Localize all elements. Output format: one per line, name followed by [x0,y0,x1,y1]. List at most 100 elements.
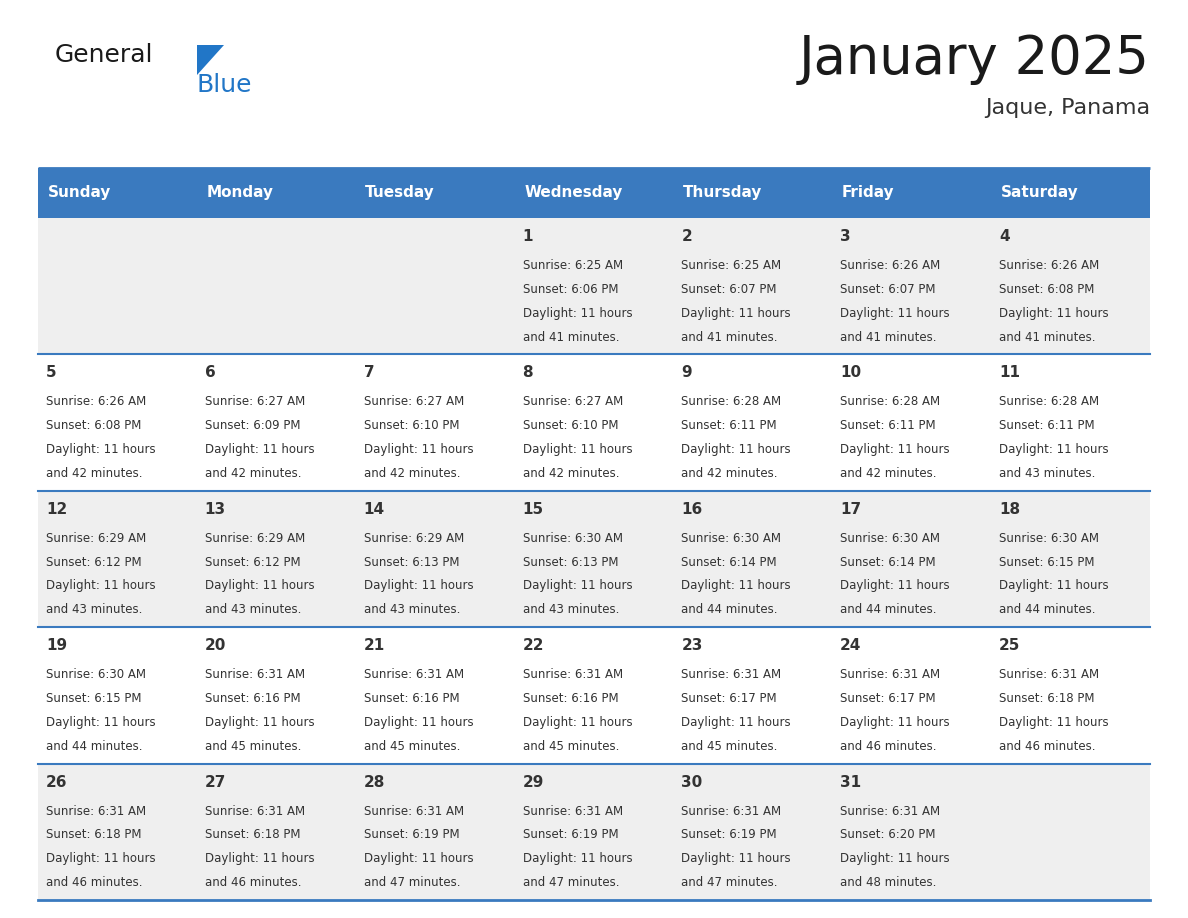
Text: Sunrise: 6:28 AM: Sunrise: 6:28 AM [682,396,782,409]
Text: Sunrise: 6:29 AM: Sunrise: 6:29 AM [46,532,146,544]
Text: 6: 6 [204,365,215,380]
Text: Sunrise: 6:29 AM: Sunrise: 6:29 AM [364,532,463,544]
Text: Sunset: 6:11 PM: Sunset: 6:11 PM [682,420,777,432]
Text: and 43 minutes.: and 43 minutes. [46,603,143,616]
Text: 25: 25 [999,638,1020,653]
Bar [355,354,514,491]
Text: Sunrise: 6:26 AM: Sunrise: 6:26 AM [46,396,146,409]
Text: Daylight: 11 hours: Daylight: 11 hours [999,716,1108,729]
Text: Jaque, Panama: Jaque, Panama [985,98,1150,118]
Text: Sunrise: 6:31 AM: Sunrise: 6:31 AM [840,668,941,681]
Bar [38,218,197,354]
Text: and 48 minutes.: and 48 minutes. [840,876,936,890]
Text: Daylight: 11 hours: Daylight: 11 hours [523,443,632,456]
Text: Sunset: 6:19 PM: Sunset: 6:19 PM [523,828,618,842]
Bar [197,764,355,900]
Text: January 2025: January 2025 [800,33,1150,85]
Text: Daylight: 11 hours: Daylight: 11 hours [840,716,950,729]
Bar [833,764,991,900]
Bar [674,218,833,354]
Bar [38,491,197,627]
Bar [197,168,355,218]
Text: 8: 8 [523,365,533,380]
Text: 23: 23 [682,638,703,653]
Text: Sunrise: 6:27 AM: Sunrise: 6:27 AM [364,396,463,409]
Text: Sunset: 6:08 PM: Sunset: 6:08 PM [999,283,1094,296]
Text: and 45 minutes.: and 45 minutes. [682,740,778,753]
Text: and 47 minutes.: and 47 minutes. [364,876,460,890]
Text: 20: 20 [204,638,226,653]
Text: Sunset: 6:20 PM: Sunset: 6:20 PM [840,828,936,842]
Bar [355,491,514,627]
Bar [514,218,674,354]
Text: Sunset: 6:18 PM: Sunset: 6:18 PM [46,828,141,842]
Text: Sunrise: 6:31 AM: Sunrise: 6:31 AM [523,668,623,681]
Text: Sunset: 6:12 PM: Sunset: 6:12 PM [46,555,141,568]
Text: Sunset: 6:13 PM: Sunset: 6:13 PM [364,555,459,568]
Text: Daylight: 11 hours: Daylight: 11 hours [523,852,632,866]
Bar [38,764,197,900]
Text: Daylight: 11 hours: Daylight: 11 hours [999,443,1108,456]
Text: 3: 3 [840,229,851,244]
Text: 28: 28 [364,775,385,789]
Text: and 45 minutes.: and 45 minutes. [364,740,460,753]
Bar [355,218,514,354]
Text: Sunrise: 6:30 AM: Sunrise: 6:30 AM [682,532,782,544]
Text: Sunset: 6:18 PM: Sunset: 6:18 PM [204,828,301,842]
Text: Sunset: 6:18 PM: Sunset: 6:18 PM [999,692,1094,705]
Text: Sunset: 6:07 PM: Sunset: 6:07 PM [840,283,936,296]
Text: and 47 minutes.: and 47 minutes. [682,876,778,890]
Bar [833,168,991,218]
Text: Sunset: 6:15 PM: Sunset: 6:15 PM [999,555,1094,568]
Text: Daylight: 11 hours: Daylight: 11 hours [364,579,473,592]
Text: and 46 minutes.: and 46 minutes. [840,740,936,753]
Text: Sunset: 6:16 PM: Sunset: 6:16 PM [204,692,301,705]
Text: Daylight: 11 hours: Daylight: 11 hours [682,852,791,866]
Text: Sunrise: 6:31 AM: Sunrise: 6:31 AM [523,804,623,818]
Text: and 44 minutes.: and 44 minutes. [840,603,936,616]
Bar [38,627,197,764]
Text: and 44 minutes.: and 44 minutes. [682,603,778,616]
Text: Daylight: 11 hours: Daylight: 11 hours [840,307,950,319]
Text: Sunset: 6:17 PM: Sunset: 6:17 PM [840,692,936,705]
Text: and 43 minutes.: and 43 minutes. [204,603,302,616]
Bar [514,627,674,764]
Bar [674,764,833,900]
Text: 19: 19 [46,638,67,653]
Text: and 44 minutes.: and 44 minutes. [46,740,143,753]
Text: 9: 9 [682,365,691,380]
Text: Daylight: 11 hours: Daylight: 11 hours [204,716,315,729]
Text: Sunset: 6:16 PM: Sunset: 6:16 PM [364,692,460,705]
Text: Daylight: 11 hours: Daylight: 11 hours [364,852,473,866]
Bar [514,764,674,900]
Text: and 45 minutes.: and 45 minutes. [204,740,302,753]
Text: Sunset: 6:15 PM: Sunset: 6:15 PM [46,692,141,705]
Text: Daylight: 11 hours: Daylight: 11 hours [682,307,791,319]
Bar [674,168,833,218]
Bar [355,764,514,900]
Text: Friday: Friday [842,185,895,200]
Text: Daylight: 11 hours: Daylight: 11 hours [204,443,315,456]
Bar [38,168,197,218]
Text: and 41 minutes.: and 41 minutes. [999,330,1095,343]
Bar [674,627,833,764]
Text: Sunset: 6:08 PM: Sunset: 6:08 PM [46,420,141,432]
Text: Sunrise: 6:27 AM: Sunrise: 6:27 AM [523,396,623,409]
Text: 18: 18 [999,502,1020,517]
Text: 11: 11 [999,365,1020,380]
Text: and 41 minutes.: and 41 minutes. [523,330,619,343]
Text: and 46 minutes.: and 46 minutes. [204,876,302,890]
Text: Sunrise: 6:28 AM: Sunrise: 6:28 AM [999,396,1099,409]
Text: 13: 13 [204,502,226,517]
Text: and 46 minutes.: and 46 minutes. [999,740,1095,753]
Text: and 43 minutes.: and 43 minutes. [523,603,619,616]
Text: Daylight: 11 hours: Daylight: 11 hours [523,307,632,319]
Text: 24: 24 [840,638,861,653]
Text: Sunset: 6:19 PM: Sunset: 6:19 PM [682,828,777,842]
Text: 10: 10 [840,365,861,380]
Text: Sunrise: 6:25 AM: Sunrise: 6:25 AM [523,259,623,272]
Text: Sunrise: 6:27 AM: Sunrise: 6:27 AM [204,396,305,409]
Text: 4: 4 [999,229,1010,244]
Bar [991,218,1150,354]
Bar [991,627,1150,764]
